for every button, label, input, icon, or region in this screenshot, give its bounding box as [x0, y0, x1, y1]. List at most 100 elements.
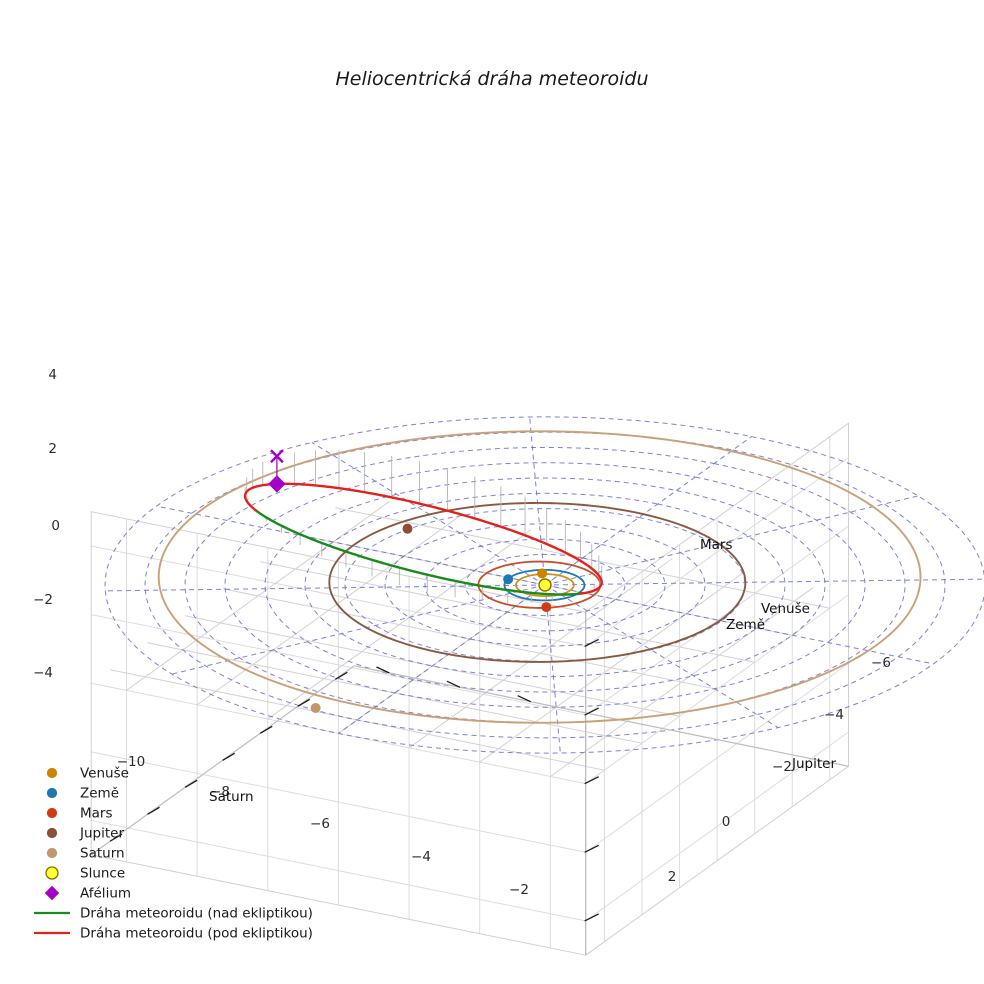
- z-tick: [584, 776, 599, 785]
- polar-spoke: [338, 584, 546, 734]
- floor-gridline-y: [550, 587, 814, 777]
- y-tick-label: −2: [772, 759, 792, 775]
- legend-label-6: Afélium: [80, 886, 131, 902]
- meteoroid-orbit: [243, 482, 603, 596]
- polar-spoke: [544, 584, 934, 665]
- z-tick: [584, 913, 599, 922]
- z-tick-label: 2: [48, 441, 57, 457]
- pane-gridline: [585, 662, 849, 853]
- polar-spoke: [544, 495, 919, 586]
- polar-ring: [304, 492, 786, 678]
- body-label-mars: Mars: [700, 537, 733, 553]
- legend-label-4: Saturn: [80, 846, 125, 862]
- legend-label-1: Země: [80, 786, 119, 802]
- y-tick-label: −6: [871, 655, 891, 671]
- polar-spoke: [529, 416, 546, 586]
- z-tick-label: −4: [33, 665, 53, 681]
- pane-gridline: [91, 614, 586, 716]
- aphelion-projection-cross: [270, 449, 284, 464]
- axis-ticks: [109, 638, 599, 922]
- pane-gridline: [585, 457, 849, 647]
- x-tick: [109, 833, 123, 842]
- body-marker-venuše: [537, 568, 548, 579]
- y-axis-line: [353, 665, 849, 767]
- pane-gridline: [585, 525, 849, 716]
- polar-spoke: [544, 578, 984, 586]
- x-tick-label: −10: [117, 754, 146, 770]
- floor-gridline-y: [267, 529, 531, 720]
- x-tick: [184, 779, 198, 788]
- floor-gridline-y: [408, 558, 673, 749]
- legend-marker-jupiter: [46, 827, 58, 839]
- x-tick-label: 2: [668, 869, 677, 885]
- x-axis-line: [90, 665, 355, 856]
- y-tick: [446, 680, 461, 688]
- polar-spoke: [171, 584, 546, 675]
- x-tick: [335, 671, 348, 680]
- aphelion-marker: [268, 475, 286, 493]
- legend-label-0: Venuše: [80, 766, 129, 782]
- legend-label-2: Mars: [80, 806, 113, 822]
- page-title: Heliocentrická dráha meteoroidu: [335, 68, 649, 90]
- floor-gridline-y: [126, 501, 390, 691]
- body-label-země: Země: [726, 617, 765, 633]
- x-tick-label: 0: [722, 814, 731, 830]
- z-tick-label: −2: [33, 592, 53, 608]
- y-tick: [376, 666, 390, 674]
- floor-gridline-y: [196, 515, 461, 706]
- body-marker-jupiter: [402, 523, 413, 534]
- meteoroid-above-segment: [568, 592, 580, 596]
- orbit-mars: [477, 560, 602, 609]
- z-tick-label: 0: [51, 518, 60, 534]
- legend-marker-země: [46, 787, 58, 799]
- polar-spoke: [544, 436, 752, 586]
- x-tick: [297, 698, 311, 707]
- legend-label-8: Dráha meteoroidu (pod ekliptikou): [80, 926, 313, 942]
- orbit-jupiter: [328, 502, 747, 663]
- x-tick-label: −2: [509, 882, 529, 898]
- x-tick: [222, 752, 235, 761]
- axis-tick-labels: −10 −8 −6 −4 −2 0 2 −6 −4 −2 4 2 0 −2 −4: [33, 367, 891, 898]
- legend-label-7: Dráha meteoroidu (nad ekliptikou): [80, 906, 313, 922]
- legend-marker-mars: [46, 807, 58, 819]
- legend-marker-venuše: [46, 767, 58, 779]
- pane-gridline: [91, 545, 586, 647]
- z-tick-label: 4: [48, 367, 57, 383]
- meteoroid-below-segment: [243, 482, 603, 596]
- x-tick-label: −6: [310, 816, 330, 832]
- body-label-jupiter: Jupiter: [791, 756, 836, 772]
- floor-gridline-y: [479, 572, 743, 763]
- legend-label-3: Jupiter: [79, 826, 124, 842]
- polar-spoke: [105, 584, 546, 592]
- x-tick-label: −4: [411, 849, 431, 865]
- meteoroid-above-segment: [254, 509, 572, 596]
- orbit-saturn: [157, 430, 922, 724]
- legend: Venuše Země Mars Jupiter Saturn Slunce Afélium…: [34, 766, 313, 942]
- x-tick: [259, 725, 273, 734]
- x-tick-label: −8: [210, 784, 230, 800]
- polar-spoke: [544, 584, 779, 729]
- pane-gridline: [585, 731, 849, 922]
- z-tick: [584, 707, 599, 716]
- y-tick-label: −4: [824, 707, 844, 723]
- legend-marker-afelium: [44, 885, 60, 901]
- pane-gridline: [91, 819, 586, 922]
- legend-marker-slunce: [45, 866, 59, 880]
- body-marker-země: [503, 574, 514, 585]
- z-tick: [584, 638, 599, 648]
- y-tick: [517, 695, 531, 703]
- x-tick: [147, 806, 160, 815]
- polar-spoke: [311, 441, 546, 586]
- axis-lines: [90, 612, 849, 956]
- body-marker-saturn: [310, 702, 321, 713]
- body-marker-mars: [541, 602, 552, 613]
- polar-spoke: [156, 505, 546, 586]
- legend-marker-saturn: [46, 847, 58, 859]
- celestial-bodies: [268, 449, 552, 713]
- polar-spoke: [544, 584, 561, 754]
- body-label-saturn: Saturn: [209, 789, 254, 805]
- polar-grid: [104, 416, 984, 754]
